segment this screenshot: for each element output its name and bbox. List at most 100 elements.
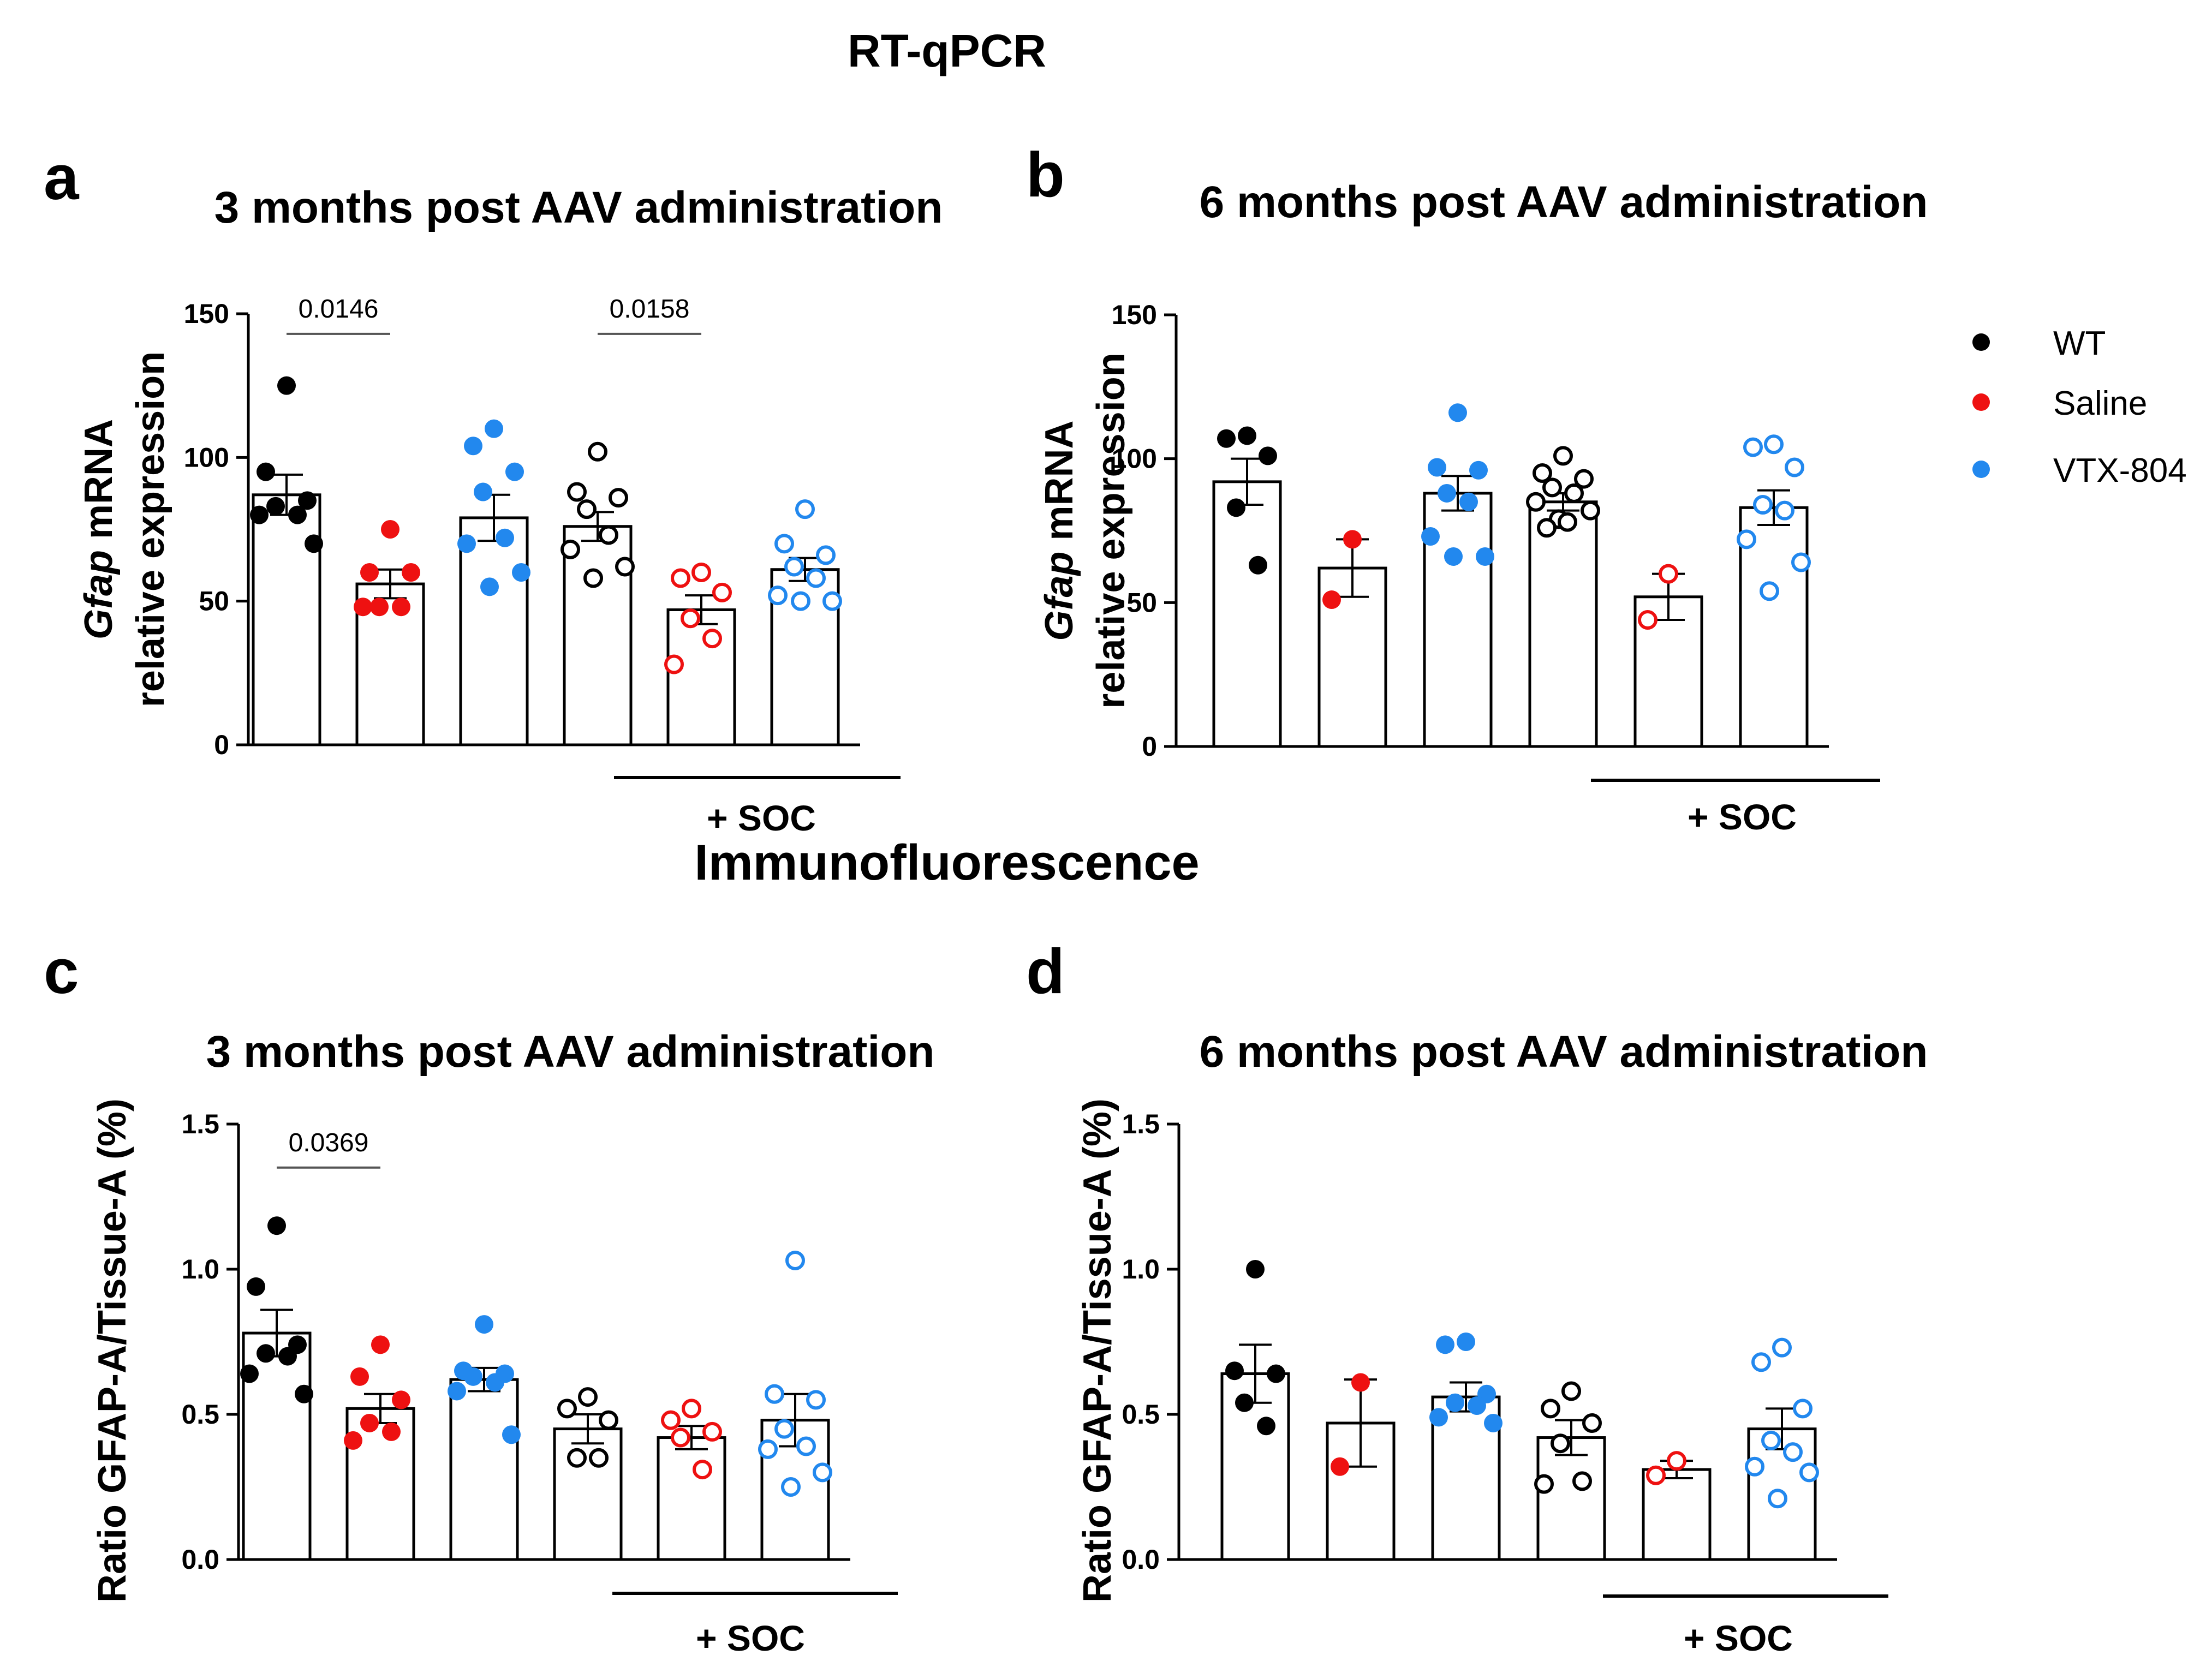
data-point bbox=[1764, 434, 1784, 455]
bar bbox=[1212, 480, 1282, 748]
data-point bbox=[681, 608, 700, 629]
data-point bbox=[1745, 1456, 1764, 1477]
chart-title: 3 months post AAV administration bbox=[214, 183, 943, 232]
data-point bbox=[567, 1448, 587, 1468]
panel-letter-d: d bbox=[1026, 936, 1065, 1007]
data-point bbox=[1448, 403, 1467, 422]
legend: WT Saline VTX-804 bbox=[1972, 325, 2187, 489]
data-point bbox=[1436, 1335, 1454, 1354]
data-point bbox=[567, 482, 587, 502]
data-point bbox=[806, 1390, 826, 1410]
y-axis-label-unit: mRNA bbox=[77, 419, 121, 550]
data-point bbox=[1225, 1361, 1244, 1381]
y-tick-label: 50 bbox=[199, 586, 229, 617]
data-point bbox=[813, 1462, 832, 1483]
bar-group-vtx-804 bbox=[1429, 1333, 1503, 1561]
data-point bbox=[360, 1413, 379, 1432]
data-point bbox=[1484, 1413, 1503, 1432]
p-value-label: 0.0369 bbox=[289, 1128, 369, 1157]
data-point bbox=[712, 582, 732, 602]
y-axis-label: Gfap mRNA bbox=[77, 419, 121, 640]
data-point bbox=[1428, 458, 1446, 477]
data-point bbox=[1331, 1457, 1349, 1476]
data-point bbox=[474, 482, 492, 501]
bar-group-wt-soc bbox=[553, 1387, 623, 1561]
bar-group-saline-soc bbox=[657, 1399, 726, 1561]
y-axis-label: Ratio GFAP-A/Tissue-A (%) bbox=[91, 1098, 134, 1603]
data-point bbox=[382, 1422, 401, 1441]
data-point bbox=[768, 585, 788, 606]
data-point bbox=[1343, 530, 1362, 549]
bar bbox=[345, 1407, 415, 1561]
bar bbox=[1536, 1436, 1606, 1561]
data-point bbox=[278, 1347, 297, 1366]
data-point bbox=[1322, 590, 1341, 610]
bar bbox=[1220, 1372, 1290, 1561]
data-point bbox=[1551, 1433, 1570, 1454]
chart-title: 6 months post AAV administration bbox=[1200, 1027, 1928, 1077]
legend-item-wt: WT bbox=[1972, 325, 2106, 362]
data-point bbox=[1541, 1399, 1560, 1419]
data-point bbox=[496, 528, 514, 547]
y-axis-label-line2: relative expression bbox=[129, 351, 172, 707]
bar-group-saline bbox=[1317, 530, 1387, 748]
data-point bbox=[1558, 512, 1577, 532]
data-point bbox=[1246, 1260, 1265, 1278]
data-point bbox=[354, 598, 372, 617]
data-point bbox=[1446, 1393, 1464, 1412]
data-point bbox=[1751, 1352, 1771, 1372]
bar-group-vtx-804 bbox=[457, 419, 530, 746]
section-title-immunofluorescence: Immunofluorescence bbox=[694, 835, 1199, 891]
y-tick-label: 0.5 bbox=[181, 1399, 219, 1430]
data-point bbox=[1772, 1337, 1792, 1358]
data-point bbox=[1760, 581, 1779, 601]
data-point bbox=[486, 1373, 504, 1392]
data-point bbox=[578, 1387, 598, 1407]
p-value-label: 0.0146 bbox=[299, 295, 379, 324]
bar-group-saline bbox=[1326, 1373, 1396, 1561]
data-point bbox=[257, 1344, 275, 1363]
panel-letter-b: b bbox=[1026, 139, 1065, 210]
bar-group-vtx-804-soc bbox=[1745, 1337, 1819, 1561]
data-point bbox=[1351, 1373, 1370, 1392]
bar bbox=[1528, 500, 1598, 748]
y-tick-label: 1.0 bbox=[1122, 1254, 1160, 1284]
y-tick-label: 0.5 bbox=[1122, 1399, 1160, 1430]
chart-panel-b: 6 months post AAV administration Gfap mRN… bbox=[1038, 177, 1928, 837]
data-point bbox=[561, 539, 580, 559]
data-point bbox=[1646, 1465, 1666, 1485]
data-point bbox=[671, 1427, 690, 1448]
y-tick-label: 0 bbox=[214, 730, 229, 760]
data-point bbox=[392, 1390, 410, 1409]
data-point bbox=[758, 1439, 778, 1459]
y-axis-label: Ratio GFAP-A/Tissue-A (%) bbox=[1076, 1098, 1119, 1603]
data-point bbox=[485, 419, 503, 438]
data-point bbox=[295, 1384, 313, 1403]
y-tick-label: 1.5 bbox=[181, 1109, 219, 1139]
data-point bbox=[557, 1399, 577, 1419]
legend-label-saline: Saline bbox=[2053, 385, 2147, 422]
data-point bbox=[682, 1399, 701, 1419]
data-point bbox=[360, 563, 379, 582]
bar-group-saline-soc bbox=[1633, 564, 1703, 748]
data-point bbox=[1249, 555, 1267, 575]
data-point bbox=[1659, 564, 1678, 584]
legend-item-saline: Saline bbox=[1972, 385, 2147, 422]
data-point bbox=[1667, 1451, 1686, 1471]
data-point bbox=[1476, 547, 1494, 566]
soc-label: + SOC bbox=[1688, 797, 1797, 837]
data-point bbox=[1267, 1364, 1285, 1383]
soc-label: + SOC bbox=[1684, 1618, 1793, 1658]
bar-group-saline bbox=[344, 1335, 415, 1561]
data-point bbox=[448, 1382, 466, 1401]
y-tick-label: 1.5 bbox=[1122, 1109, 1160, 1139]
data-point bbox=[702, 629, 722, 649]
data-point bbox=[240, 1364, 259, 1383]
chart-panel-c: 3 months post AAV administration Ratio GF… bbox=[91, 1027, 934, 1658]
section-title-rt-qpcr: RT-qPCR bbox=[848, 25, 1046, 76]
data-point bbox=[480, 577, 499, 596]
data-point bbox=[512, 563, 530, 582]
legend-marker-saline bbox=[1972, 393, 1990, 411]
data-point bbox=[822, 591, 842, 611]
